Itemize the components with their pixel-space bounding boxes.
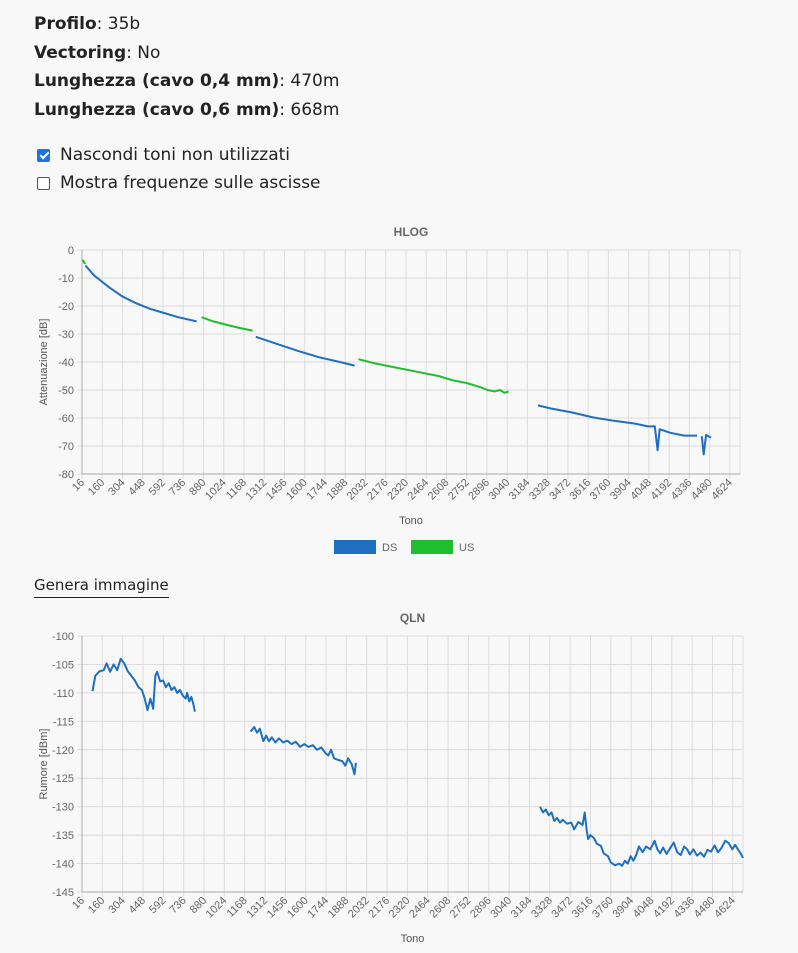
y-tick-label: -130 xyxy=(52,802,74,814)
legend-label-us: US xyxy=(459,542,474,554)
x-tick-label: 2032 xyxy=(346,895,372,921)
line-info: Profilo: 35b Vectoring: No Lunghezza (ca… xyxy=(34,10,339,124)
legend-swatch-ds xyxy=(334,540,376,554)
x-tick-label: 2752 xyxy=(448,895,474,921)
x-tick-label: 2608 xyxy=(427,895,453,921)
x-tick-label: 592 xyxy=(147,895,168,916)
hide-unused-checkbox[interactable] xyxy=(37,148,50,162)
x-tick-label: 4048 xyxy=(631,895,657,921)
y-tick-label: -145 xyxy=(52,887,74,899)
legend-swatch-us xyxy=(411,540,453,554)
x-tick-label: 1600 xyxy=(285,895,311,921)
y-tick-label: 0 xyxy=(68,245,74,257)
y-tick-label: -70 xyxy=(58,441,74,453)
x-tick-label: 1888 xyxy=(326,895,352,921)
x-tick-label: 3904 xyxy=(610,895,636,921)
x-tick-label: 3760 xyxy=(590,895,616,921)
show-freq-label[interactable]: Mostra frequenze sulle ascisse xyxy=(60,173,321,193)
x-tick-label: 2464 xyxy=(407,895,433,921)
x-tick-label: 160 xyxy=(86,895,107,916)
y-axis-label: Attenuazione [dB] xyxy=(38,319,50,406)
x-tick-label: 3184 xyxy=(509,895,535,921)
info-vectoring: Vectoring: No xyxy=(34,42,161,63)
x-tick-label: 304 xyxy=(106,895,127,916)
y-tick-label: -110 xyxy=(53,688,74,700)
y-tick-label: -140 xyxy=(52,859,74,871)
x-tick-label: 4480 xyxy=(692,895,718,921)
chart-options: Nascondi toni non utilizzati Mostra freq… xyxy=(37,141,321,197)
y-axis-label: Rumore [dBm] xyxy=(38,729,50,800)
y-tick-label: -80 xyxy=(58,469,74,481)
y-tick-label: -30 xyxy=(58,329,74,341)
info-length-04-value: 470m xyxy=(290,71,340,91)
chart-title: QLN xyxy=(400,611,425,625)
y-tick-label: -115 xyxy=(53,716,74,728)
info-length-06-value: 668m xyxy=(290,99,340,120)
info-length-06: Lunghezza (cavo 0,6 mm): 668m xyxy=(34,99,340,120)
x-tick-label: 3040 xyxy=(488,895,514,921)
series-line-ds xyxy=(249,726,357,776)
y-tick-label: -125 xyxy=(52,773,74,785)
info-profile: Profilo: 35b xyxy=(34,14,141,34)
chart-title: HLOG xyxy=(394,225,429,239)
series-line-us xyxy=(81,259,86,265)
series-line-ds xyxy=(255,335,355,367)
x-tick-label: 2896 xyxy=(468,895,494,921)
x-tick-label: 1024 xyxy=(204,895,230,921)
x-tick-label: 736 xyxy=(167,895,188,916)
series-line-us xyxy=(201,316,253,332)
show-freq-checkbox[interactable] xyxy=(37,176,50,190)
x-axis-label: Tono xyxy=(399,515,423,527)
x-axis-label: Tono xyxy=(401,933,425,945)
x-tick-label: 448 xyxy=(127,895,148,916)
x-tick-label: 3616 xyxy=(570,895,596,921)
info-profile-value: 35b xyxy=(107,14,141,34)
option-hide-unused[interactable]: Nascondi toni non utilizzati xyxy=(37,141,321,169)
series-line-ds xyxy=(84,264,197,323)
y-tick-label: -60 xyxy=(58,413,74,425)
legend-label-ds: DS xyxy=(382,542,397,554)
hlog-chart: HLOG0-10-20-30-40-50-60-70-8016160304448… xyxy=(38,225,741,554)
series-line-ds xyxy=(537,404,697,452)
y-tick-label: -50 xyxy=(58,385,74,397)
y-tick-label: -100 xyxy=(52,631,74,643)
x-tick-label: 1168 xyxy=(225,895,250,920)
series-line-ds xyxy=(700,433,712,456)
x-tick-label: 4624 xyxy=(712,895,738,921)
generate-image-button[interactable]: Genera immagine xyxy=(34,576,169,598)
y-tick-label: -105 xyxy=(52,659,74,671)
y-tick-label: -20 xyxy=(58,301,74,313)
info-length-04-label: Lunghezza (cavo 0,4 mm) xyxy=(34,71,280,91)
hide-unused-label[interactable]: Nascondi toni non utilizzati xyxy=(60,145,291,165)
series-line-us xyxy=(358,358,509,394)
x-tick-label: 4192 xyxy=(651,895,677,921)
x-tick-label: 3472 xyxy=(549,895,575,921)
x-tick-label: 4336 xyxy=(671,895,697,921)
y-tick-label: -120 xyxy=(52,745,74,757)
series-line-ds xyxy=(91,657,196,712)
x-tick-label: 1744 xyxy=(305,895,331,921)
info-vectoring-value: No xyxy=(137,42,161,63)
info-length-06-label: Lunghezza (cavo 0,6 mm) xyxy=(34,99,280,120)
option-show-freq[interactable]: Mostra frequenze sulle ascisse xyxy=(37,169,321,197)
x-tick-label: 1312 xyxy=(244,895,270,921)
y-tick-label: -40 xyxy=(58,357,74,369)
x-tick-label: 2176 xyxy=(366,895,392,921)
x-tick-label: 1456 xyxy=(265,895,291,921)
info-length-04: Lunghezza (cavo 0,4 mm): 470m xyxy=(34,71,340,91)
x-tick-label: 3328 xyxy=(529,895,555,921)
info-vectoring-label: Vectoring xyxy=(34,42,127,63)
y-tick-label: -135 xyxy=(52,830,74,842)
y-tick-label: -10 xyxy=(58,273,74,285)
x-tick-label: 2320 xyxy=(387,895,413,921)
info-profile-label: Profilo xyxy=(34,14,97,34)
series-line-ds xyxy=(539,806,744,867)
